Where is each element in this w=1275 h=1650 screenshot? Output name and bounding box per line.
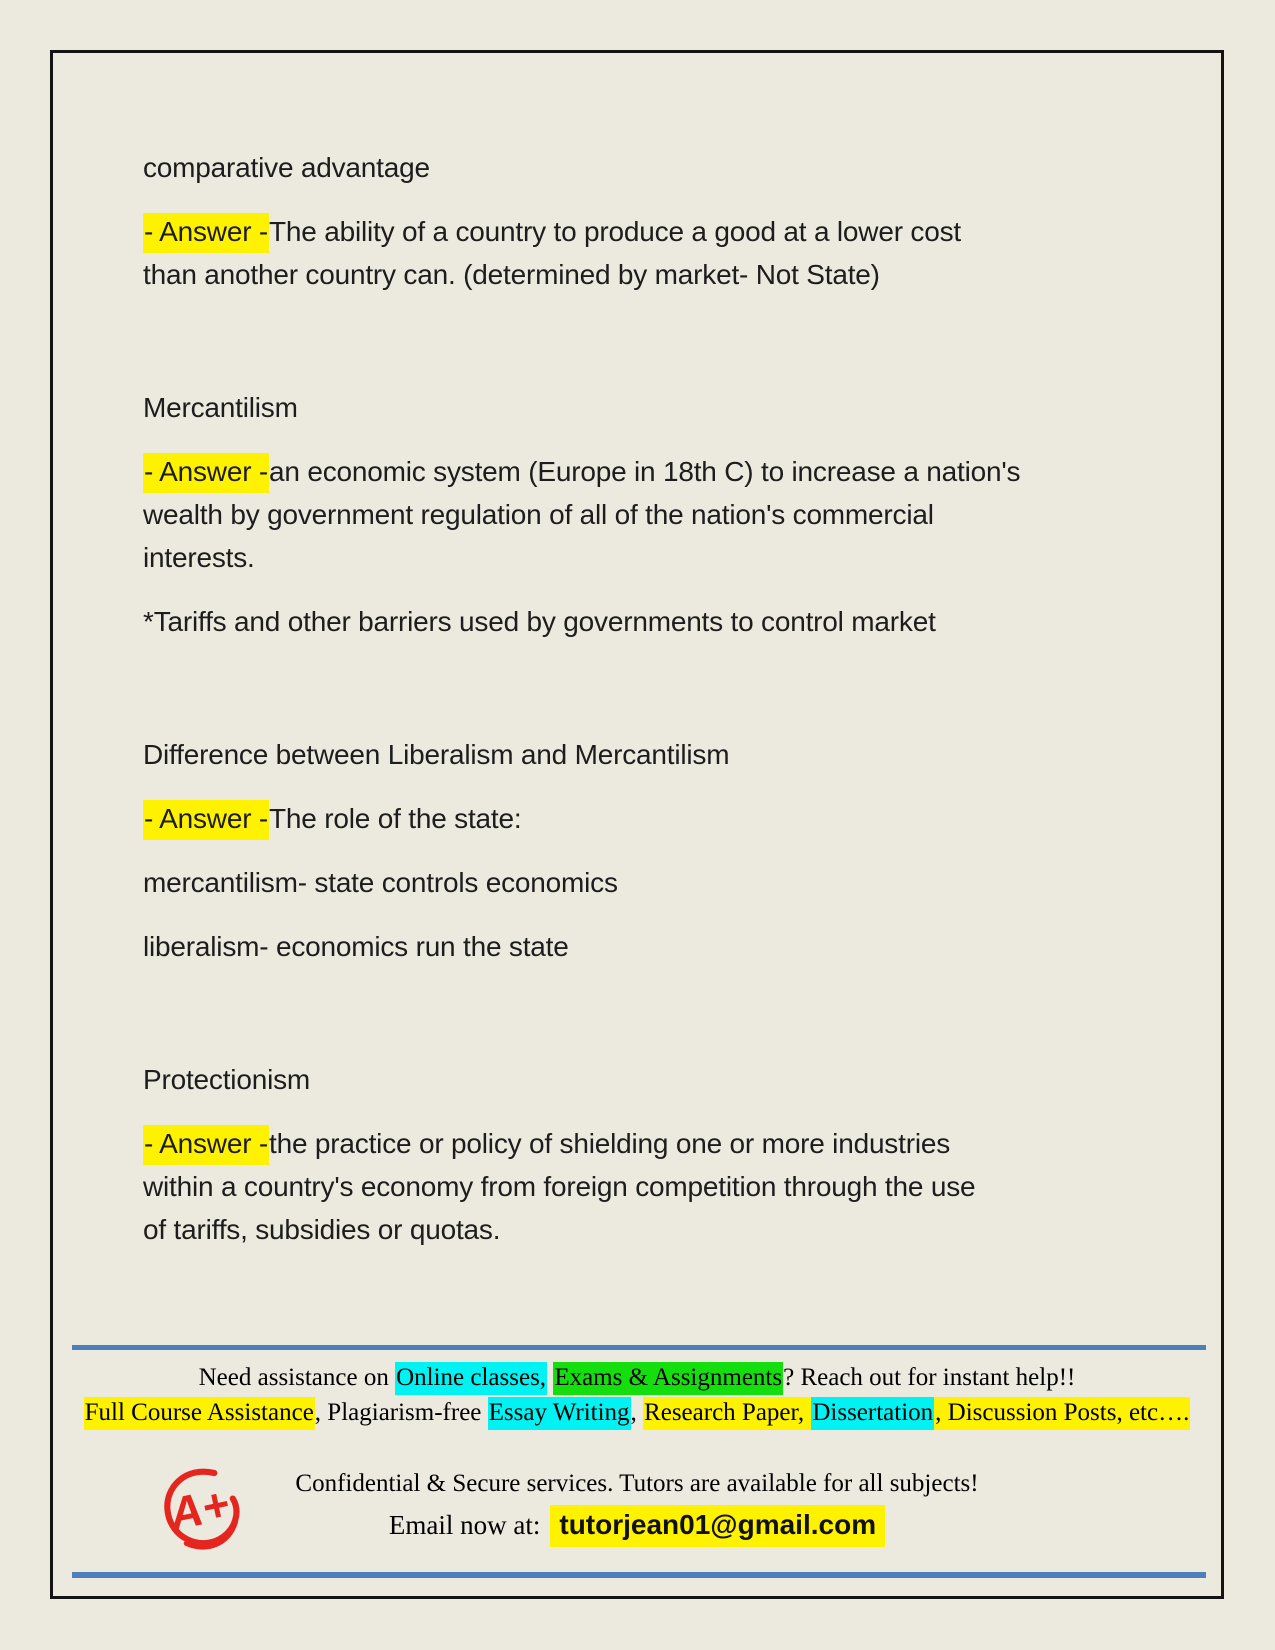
text-run: liberalism- economics run the state	[143, 931, 569, 962]
highlighted-text: Essay Writing	[487, 1397, 631, 1430]
answer-paragraph: - Answer -the practice or policy of shie…	[143, 1122, 1166, 1251]
answer-paragraph: - Answer -The role of the state:	[143, 797, 1166, 840]
email-label: Email now at:	[388, 1510, 541, 1540]
highlighted-text: - Answer -	[143, 1125, 270, 1165]
bottom-divider-rule	[72, 1572, 1206, 1578]
a-plus-logo-text: A+	[164, 1478, 234, 1541]
text-run: The ability of a country to produce a go…	[269, 216, 961, 247]
flashcard: Difference between Liberalism and Mercan…	[143, 733, 1166, 968]
text-line: liberalism- economics run the state	[143, 925, 1166, 968]
text-run: ,	[630, 1399, 644, 1426]
answer-paragraph: *Tariffs and other barriers used by gove…	[143, 600, 1166, 643]
top-divider-rule	[72, 1345, 1206, 1350]
flashcard-answer: - Answer -the practice or policy of shie…	[143, 1122, 1166, 1251]
flashcard-term: Protectionism	[143, 1064, 311, 1095]
email-address: tutorjean01@gmail.com	[550, 1505, 886, 1547]
highlighted-text: Dissertation	[811, 1397, 935, 1430]
text-run: an economic system (Europe in 18th C) to…	[269, 456, 1021, 487]
highlighted-text: Full Course Assistance	[83, 1397, 315, 1430]
highlighted-text: Research Paper,	[643, 1397, 812, 1430]
text-run: than another country can. (determined by…	[143, 259, 880, 290]
text-line: wealth by government regulation of all o…	[143, 493, 1166, 536]
text-line: - Answer -an economic system (Europe in …	[143, 450, 1166, 493]
flashcard-term: Mercantilism	[143, 392, 298, 423]
text-line: - Answer -The ability of a country to pr…	[143, 210, 1166, 253]
text-line: - Answer -The role of the state:	[143, 797, 1166, 840]
text-line: *Tariffs and other barriers used by gove…	[143, 600, 1166, 643]
flashcard-answer: - Answer -The ability of a country to pr…	[143, 210, 1166, 296]
footer-ad-line-1: Need assistance on Online classes, Exams…	[53, 1360, 1221, 1395]
highlighted-text: - Answer -	[143, 453, 270, 493]
email-line: Email now at: tutorjean01@gmail.com	[53, 1502, 1221, 1548]
text-run: , Plagiarism-free	[314, 1399, 488, 1426]
text-run: the practice or policy of shielding one …	[269, 1128, 951, 1159]
flashcard: comparative advantage - Answer -The abil…	[143, 146, 1166, 296]
confidential-text: Confidential & Secure services. Tutors a…	[295, 1470, 979, 1497]
footer-ad-line-2: Full Course Assistance, Plagiarism-free …	[53, 1395, 1221, 1430]
text-line: than another country can. (determined by…	[143, 253, 1166, 296]
flashcard: Mercantilism - Answer -an economic syste…	[143, 386, 1166, 643]
text-run: Need assistance on	[198, 1364, 396, 1391]
text-run: ? Reach out for instant help!!	[783, 1364, 1076, 1391]
highlighted-text: , Discussion Posts, etc….	[934, 1397, 1191, 1430]
highlighted-text: - Answer -	[143, 800, 270, 840]
flashcard-term: comparative advantage	[143, 152, 430, 183]
highlighted-text: - Answer -	[143, 213, 270, 253]
document-page: comparative advantage - Answer -The abil…	[50, 50, 1224, 1599]
text-run: The role of the state:	[269, 803, 522, 834]
flashcard-list: comparative advantage - Answer -The abil…	[53, 53, 1221, 1251]
text-run: mercantilism- state controls economics	[143, 867, 618, 898]
answer-paragraph: liberalism- economics run the state	[143, 925, 1166, 968]
footer-contact-block: Confidential & Secure services. Tutors a…	[53, 1466, 1221, 1548]
text-run: within a country's economy from foreign …	[143, 1171, 976, 1202]
answer-paragraph: - Answer -an economic system (Europe in …	[143, 450, 1166, 579]
text-run: interests.	[143, 542, 255, 573]
answer-paragraph: - Answer -The ability of a country to pr…	[143, 210, 1166, 296]
answer-paragraph: mercantilism- state controls economics	[143, 861, 1166, 904]
text-run: *Tariffs and other barriers used by gove…	[143, 606, 936, 637]
text-line: mercantilism- state controls economics	[143, 861, 1166, 904]
highlighted-text: Exams & Assignments	[553, 1362, 784, 1395]
text-line: - Answer -the practice or policy of shie…	[143, 1122, 1166, 1165]
flashcard: Protectionism - Answer -the practice or …	[143, 1058, 1166, 1251]
flashcard-answer: - Answer -an economic system (Europe in …	[143, 450, 1166, 643]
text-line: of tariffs, subsidies or quotas.	[143, 1208, 1166, 1251]
text-run: of tariffs, subsidies or quotas.	[143, 1214, 501, 1245]
text-line: within a country's economy from foreign …	[143, 1165, 1166, 1208]
a-plus-logo: A+	[164, 1468, 240, 1550]
text-run: wealth by government regulation of all o…	[143, 499, 934, 530]
flashcard-answer: - Answer -The role of the state: mercanti…	[143, 797, 1166, 968]
flashcard-term: Difference between Liberalism and Mercan…	[143, 739, 730, 770]
text-line: interests.	[143, 536, 1166, 579]
highlighted-text: Online classes,	[395, 1362, 548, 1395]
